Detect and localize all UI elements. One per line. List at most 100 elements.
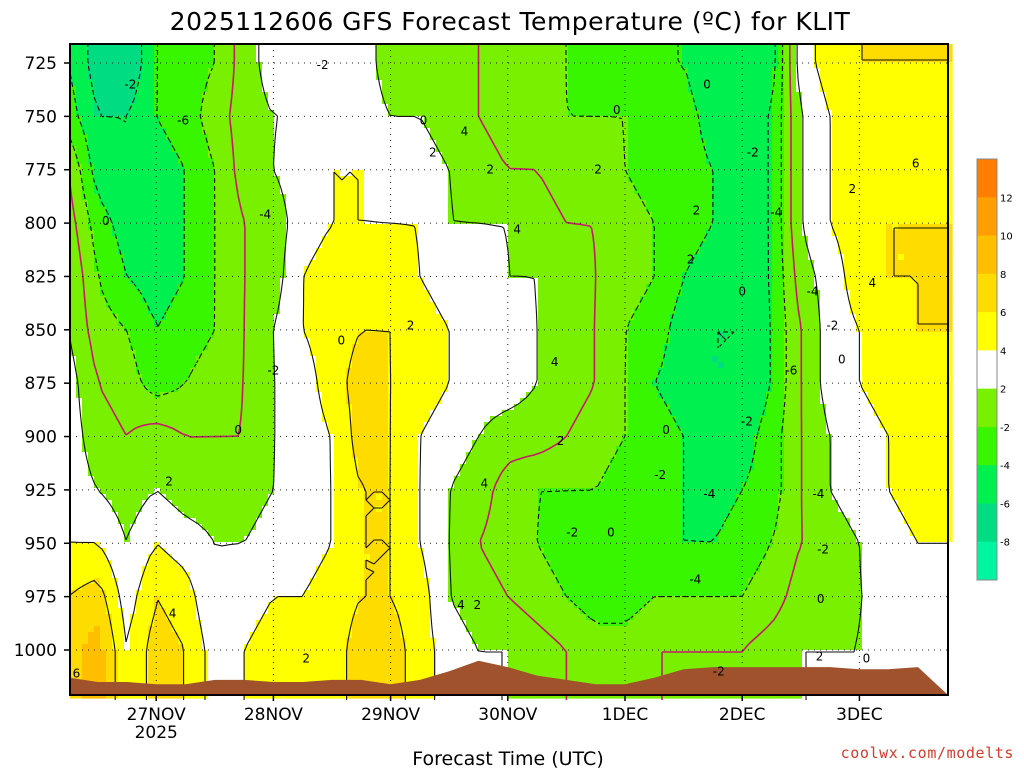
heat-cell (580, 158, 587, 165)
heat-cell (106, 134, 113, 141)
heat-cell (130, 146, 137, 153)
heat-cell (628, 158, 635, 165)
heat-cell (460, 194, 467, 201)
heat-cell (400, 140, 407, 147)
heat-cell (802, 218, 809, 225)
heat-cell (688, 188, 695, 195)
heat-cell (586, 86, 593, 93)
heat-cell (634, 242, 641, 249)
heat-cell (886, 92, 893, 99)
heat-cell (142, 68, 149, 75)
heat-cell (928, 212, 935, 219)
heat-cell (328, 170, 335, 177)
heat-cell (766, 134, 773, 141)
heat-cell (508, 164, 515, 171)
heat-cell (694, 158, 701, 165)
heat-cell (166, 164, 173, 171)
heat-cell (892, 152, 899, 159)
heat-cell (676, 170, 683, 177)
heat-cell (640, 128, 647, 135)
heat-cell (790, 92, 797, 99)
heat-cell (208, 122, 215, 129)
heat-cell (598, 164, 605, 171)
heat-cell (496, 122, 503, 129)
heat-cell (736, 74, 743, 81)
heat-cell (376, 98, 383, 105)
heat-cell (430, 206, 437, 213)
heat-cell (268, 128, 275, 135)
heat-cell (148, 146, 155, 153)
heat-cell (118, 152, 125, 159)
heat-cell (646, 110, 653, 117)
heat-cell (454, 200, 461, 207)
heat-cell (910, 68, 917, 75)
heat-cell (700, 218, 707, 225)
heat-cell (826, 224, 833, 231)
heat-cell (514, 116, 521, 123)
heat-cell (100, 176, 107, 183)
heat-cell (76, 86, 83, 93)
heat-cell (922, 152, 929, 159)
heat-cell (208, 62, 215, 69)
heat-cell (580, 206, 587, 213)
heat-cell (664, 116, 671, 123)
heat-cell (826, 182, 833, 189)
heat-cell (946, 80, 953, 87)
heat-cell (208, 56, 215, 63)
heat-cell (604, 206, 611, 213)
heat-cell (328, 104, 335, 111)
heat-cell (538, 158, 545, 165)
heat-cell (190, 176, 197, 183)
heat-cell (142, 206, 149, 213)
heat-cell (76, 164, 83, 171)
heat-cell (922, 74, 929, 81)
heat-cell (898, 230, 905, 237)
heat-cell (742, 194, 749, 201)
heat-cell (148, 158, 155, 165)
heat-cell (232, 182, 239, 189)
heat-cell (118, 110, 125, 117)
heat-cell (352, 98, 359, 105)
heat-cell (424, 218, 431, 225)
heat-cell (484, 122, 491, 129)
heat-cell (262, 80, 269, 87)
heat-cell (262, 158, 269, 165)
heat-cell (472, 128, 479, 135)
heat-cell (520, 80, 527, 87)
heat-cell (892, 242, 899, 249)
heat-cell (904, 164, 911, 171)
heat-cell (940, 80, 947, 87)
heat-cell (826, 188, 833, 195)
heat-cell (856, 200, 863, 207)
heat-cell (568, 122, 575, 129)
heat-cell (154, 206, 161, 213)
heat-cell (358, 44, 365, 51)
heat-cell (94, 176, 101, 183)
heat-cell (628, 164, 635, 171)
heat-cell (736, 218, 743, 225)
heat-cell (562, 152, 569, 159)
heat-cell (418, 98, 425, 105)
heat-cell (166, 62, 173, 69)
heat-cell (562, 128, 569, 135)
heat-cell (718, 44, 725, 51)
heat-cell (466, 170, 473, 177)
heat-cell (862, 128, 869, 135)
heat-cell (172, 56, 179, 63)
heat-cell (880, 122, 887, 129)
heat-cell (556, 50, 563, 57)
heat-cell (754, 116, 761, 123)
heat-cell (538, 62, 545, 69)
heat-cell (748, 50, 755, 57)
heat-cell (502, 242, 509, 249)
heat-cell (466, 74, 473, 81)
heat-cell (184, 152, 191, 159)
heat-cell (658, 206, 665, 213)
heat-cell (142, 212, 149, 219)
heat-cell (712, 134, 719, 141)
heat-cell (514, 188, 521, 195)
heat-cell (838, 224, 845, 231)
heat-cell (844, 242, 851, 249)
heat-cell (592, 182, 599, 189)
heat-cell (850, 92, 857, 99)
